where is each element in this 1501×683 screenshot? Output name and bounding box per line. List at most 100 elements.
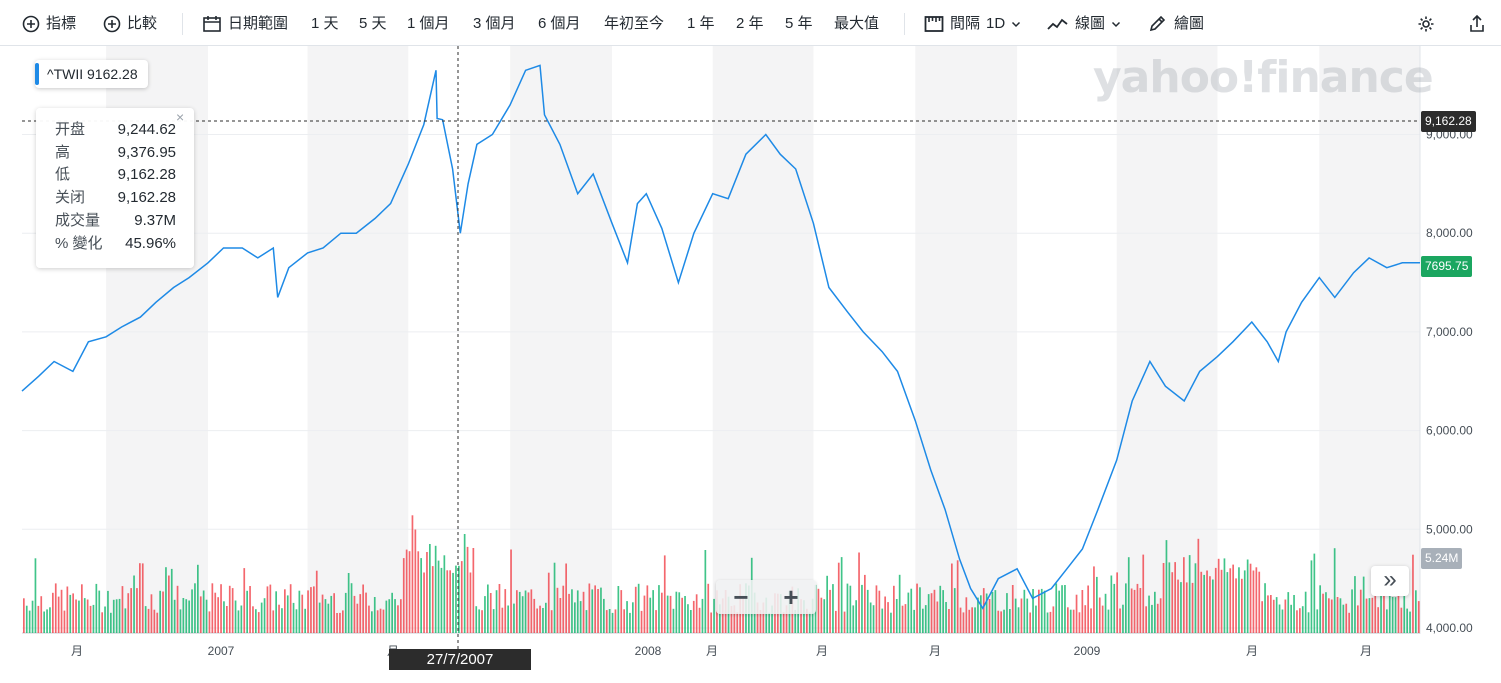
zoom-in-button[interactable]: +	[783, 582, 799, 612]
ohlc-label: 开盘	[55, 121, 86, 138]
volume-bar	[710, 612, 712, 633]
ohlc-value: 9,376.95	[117, 143, 176, 161]
range-2y[interactable]: 2 年	[736, 12, 764, 36]
volume-bar	[487, 584, 489, 633]
range-1y[interactable]: 1 年	[687, 12, 715, 36]
volume-bar	[1000, 611, 1002, 633]
volume-bar	[594, 585, 596, 633]
settings-button[interactable]	[1416, 12, 1436, 36]
volume-bar	[1388, 586, 1391, 633]
date-range-button[interactable]: 日期範圍	[202, 12, 288, 36]
volume-bar	[994, 590, 997, 633]
volume-bar	[400, 599, 402, 633]
volume-bar	[1270, 595, 1272, 633]
volume-bar	[1122, 604, 1124, 633]
y-tick-label: 8,000.00	[1426, 226, 1473, 240]
volume-bar	[974, 607, 976, 633]
range-label: 2 年	[736, 15, 764, 32]
volume-bar	[1180, 582, 1182, 633]
volume-bar	[785, 605, 788, 633]
close-icon[interactable]: ×	[176, 109, 185, 125]
indicators-button[interactable]: 指標	[22, 12, 76, 36]
compare-button[interactable]: 比較	[103, 12, 157, 36]
ohlc-row-low: 低 9,162.28	[55, 164, 176, 187]
share-button[interactable]	[1468, 12, 1486, 36]
volume-bar	[307, 590, 309, 633]
volume-bar	[1046, 612, 1049, 633]
range-5d[interactable]: 5 天	[359, 12, 387, 36]
volume-bar	[344, 592, 347, 633]
chart-type-button[interactable]: 線圖	[1047, 12, 1121, 36]
volume-bar	[513, 603, 515, 633]
volume-bar	[318, 602, 321, 633]
volume-bar	[240, 605, 243, 633]
volume-bar	[1365, 598, 1368, 633]
volume-bar	[1020, 598, 1023, 633]
volume-bar	[1040, 588, 1043, 633]
chevron-down-icon	[1111, 19, 1121, 29]
volume-bar	[829, 589, 831, 633]
volume-bar	[632, 602, 634, 633]
draw-button[interactable]: 繪圖	[1148, 12, 1204, 36]
range-1m[interactable]: 1 個月	[407, 12, 450, 36]
volume-bar	[1249, 563, 1252, 633]
volume-bar	[991, 592, 994, 633]
volume-bar	[643, 595, 646, 633]
line-chart-icon	[1047, 15, 1069, 33]
volume-bar	[806, 608, 808, 633]
chart-toolbar: 指標 比較 日期範圍 1 天 5 天 1 個月 3 個月 6 個月 年初至今 1…	[0, 0, 1501, 46]
range-ytd[interactable]: 年初至今	[604, 12, 664, 36]
volume-bar	[808, 612, 811, 633]
volume-bar	[948, 609, 950, 633]
month-band	[712, 46, 814, 634]
volume-bar	[373, 597, 376, 633]
volume-bar	[869, 602, 872, 633]
ohlc-label: 低	[55, 166, 71, 184]
volume-bar	[34, 558, 37, 633]
volume-bar	[562, 585, 565, 633]
interval-value: 1D	[986, 15, 1006, 32]
volume-bar	[681, 597, 683, 633]
volume-bar	[1290, 604, 1292, 633]
volume-bar	[611, 612, 614, 633]
volume-bar	[933, 589, 936, 633]
volume-bar	[968, 609, 971, 633]
volume-bar	[1354, 576, 1356, 633]
volume-bar	[591, 589, 594, 633]
volume-bar	[86, 599, 89, 633]
interval-button[interactable]: 間隔 1D	[924, 12, 1021, 36]
volume-bar	[1017, 607, 1020, 633]
range-max[interactable]: 最大值	[834, 12, 879, 36]
volume-bar	[1058, 590, 1060, 633]
volume-bar	[576, 590, 579, 633]
scroll-to-latest-button[interactable]: »	[1371, 566, 1409, 596]
zoom-out-button[interactable]: −	[733, 582, 749, 612]
range-label: 5 年	[785, 15, 813, 32]
volume-bar	[463, 534, 466, 633]
volume-bar	[617, 586, 620, 633]
volume-bar	[141, 563, 144, 633]
volume-bar	[60, 589, 63, 633]
volume-bar	[646, 585, 649, 633]
volume-bar	[1038, 589, 1040, 633]
volume-bar	[765, 597, 768, 633]
volume-bar	[57, 596, 60, 633]
volume-bar	[895, 599, 898, 633]
volume-bar	[1241, 578, 1243, 633]
range-3m[interactable]: 3 個月	[473, 12, 516, 36]
range-5y[interactable]: 5 年	[785, 12, 813, 36]
volume-bar	[536, 608, 538, 633]
range-6m[interactable]: 6 個月	[538, 12, 581, 36]
range-1d[interactable]: 1 天	[311, 12, 339, 36]
volume-bar	[608, 609, 611, 633]
symbol-chip[interactable]: ^TWII 9162.28	[35, 60, 148, 88]
volume-bar	[721, 598, 724, 633]
volume-bar	[1362, 576, 1365, 633]
volume-bar	[449, 570, 451, 633]
volume-bar	[446, 570, 449, 633]
volume-bar	[49, 607, 51, 633]
volume-bar	[1391, 597, 1394, 633]
y-tick-label: 7,000.00	[1426, 325, 1473, 339]
ohlc-tooltip: × 开盘 9,244.62 高 9,376.95 低 9,162.28 关闭 9,162…	[36, 108, 194, 268]
volume-bar	[484, 596, 486, 633]
